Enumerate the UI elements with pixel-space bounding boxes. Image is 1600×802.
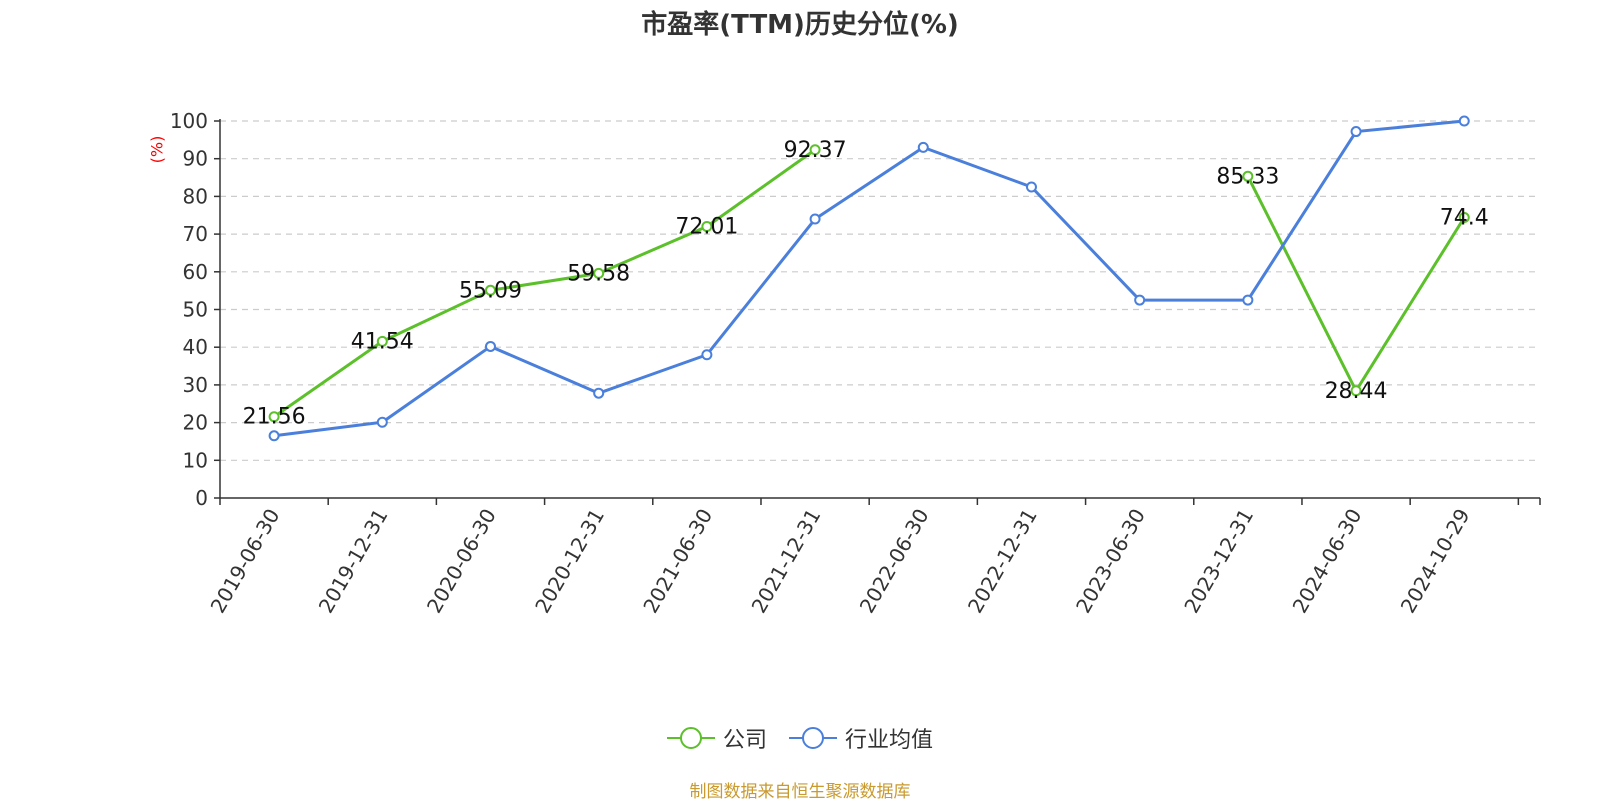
series-line-0 <box>273 148 816 418</box>
data-label: 41.54 <box>351 329 414 354</box>
data-point <box>1242 170 1254 182</box>
data-point <box>1025 181 1037 193</box>
data-point <box>701 349 713 361</box>
legend-line-marker-icon <box>666 727 715 749</box>
data-label: 92.37 <box>784 138 847 163</box>
data-labels: 21.56 41.54 55.09 59.58 72.01 92.37 85.33 28.44… <box>243 138 1489 430</box>
data-point <box>1458 212 1470 224</box>
y-tick-label: 70 <box>183 222 208 246</box>
y-tick-label: 90 <box>183 147 208 171</box>
x-tick-label: 2021-06-30 <box>638 505 717 618</box>
y-tick-label: 80 <box>183 184 208 208</box>
data-point <box>809 213 821 225</box>
data-point <box>1350 126 1362 138</box>
gridlines <box>220 120 1540 461</box>
x-tick-label: 2024-10-29 <box>1396 505 1475 618</box>
series-lines <box>268 115 1470 442</box>
data-point <box>484 340 496 352</box>
legend-item-company[interactable]: 公司 <box>666 722 767 754</box>
data-label: 74.4 <box>1440 206 1489 231</box>
data-label: 28.44 <box>1325 379 1388 404</box>
x-tick-label: 2023-12-31 <box>1179 505 1258 618</box>
axes: 0 10 20 30 40 50 60 70 80 90 100 2019-06-30 2019-12-… <box>170 109 1541 618</box>
data-point <box>593 267 605 279</box>
data-point <box>809 144 821 156</box>
data-label: 59.58 <box>567 261 630 286</box>
series-line-1 <box>273 119 1465 438</box>
y-tick-label: 50 <box>183 298 208 322</box>
legend-label-industry-average: 行业均值 <box>845 728 934 753</box>
y-tick-label: 60 <box>183 260 208 284</box>
data-point <box>701 221 713 233</box>
x-tick-label: 2022-12-31 <box>963 505 1042 618</box>
x-tick-label: 2022-06-30 <box>855 505 934 618</box>
data-point <box>1458 115 1470 127</box>
data-point <box>484 284 496 296</box>
data-point <box>593 387 605 399</box>
data-point <box>1242 294 1254 306</box>
y-tick-label: 100 <box>170 109 208 133</box>
data-point <box>376 335 388 347</box>
x-tick-label: 2019-12-31 <box>314 505 393 618</box>
data-point <box>268 411 280 423</box>
line-chart: 0 10 20 30 40 50 60 70 80 90 100 2019-06-30 2019-12-… <box>170 109 1541 618</box>
y-tick-label: 0 <box>195 486 208 510</box>
x-tick-label: 2020-06-30 <box>422 505 501 618</box>
data-label: 21.56 <box>243 405 306 430</box>
data-label: 72.01 <box>675 215 738 240</box>
chart-title: 市盈率(TTM)历史分位(%) <box>641 10 959 40</box>
data-point <box>1134 294 1146 306</box>
x-tick-label: 2020-12-31 <box>530 505 609 618</box>
y-tick-label: 40 <box>183 335 208 359</box>
data-label: 55.09 <box>459 278 522 303</box>
x-tick-label: 2021-12-31 <box>747 505 826 618</box>
y-tick-label: 10 <box>183 448 208 472</box>
x-tick-label: 2019-06-30 <box>206 505 285 618</box>
data-point <box>268 430 280 442</box>
data-point <box>917 141 929 153</box>
data-point <box>1350 385 1362 397</box>
data-label: 85.33 <box>1216 164 1279 189</box>
x-tick-label: 2024-06-30 <box>1287 505 1366 618</box>
data-source-note: 制图数据来自恒生聚源数据库 <box>689 782 911 802</box>
legend-line-marker-icon <box>789 727 837 749</box>
legend-item-industry-average[interactable]: 行业均值 <box>789 722 933 754</box>
legend-label-company: 公司 <box>722 728 767 753</box>
data-point <box>376 416 388 428</box>
y-tick-label: 30 <box>183 373 208 397</box>
x-tick-label: 2023-06-30 <box>1071 505 1150 618</box>
series-line-0 <box>1246 175 1466 393</box>
legend: 公司 行业均值 <box>0 722 1600 754</box>
y-tick-label: 20 <box>183 411 208 435</box>
